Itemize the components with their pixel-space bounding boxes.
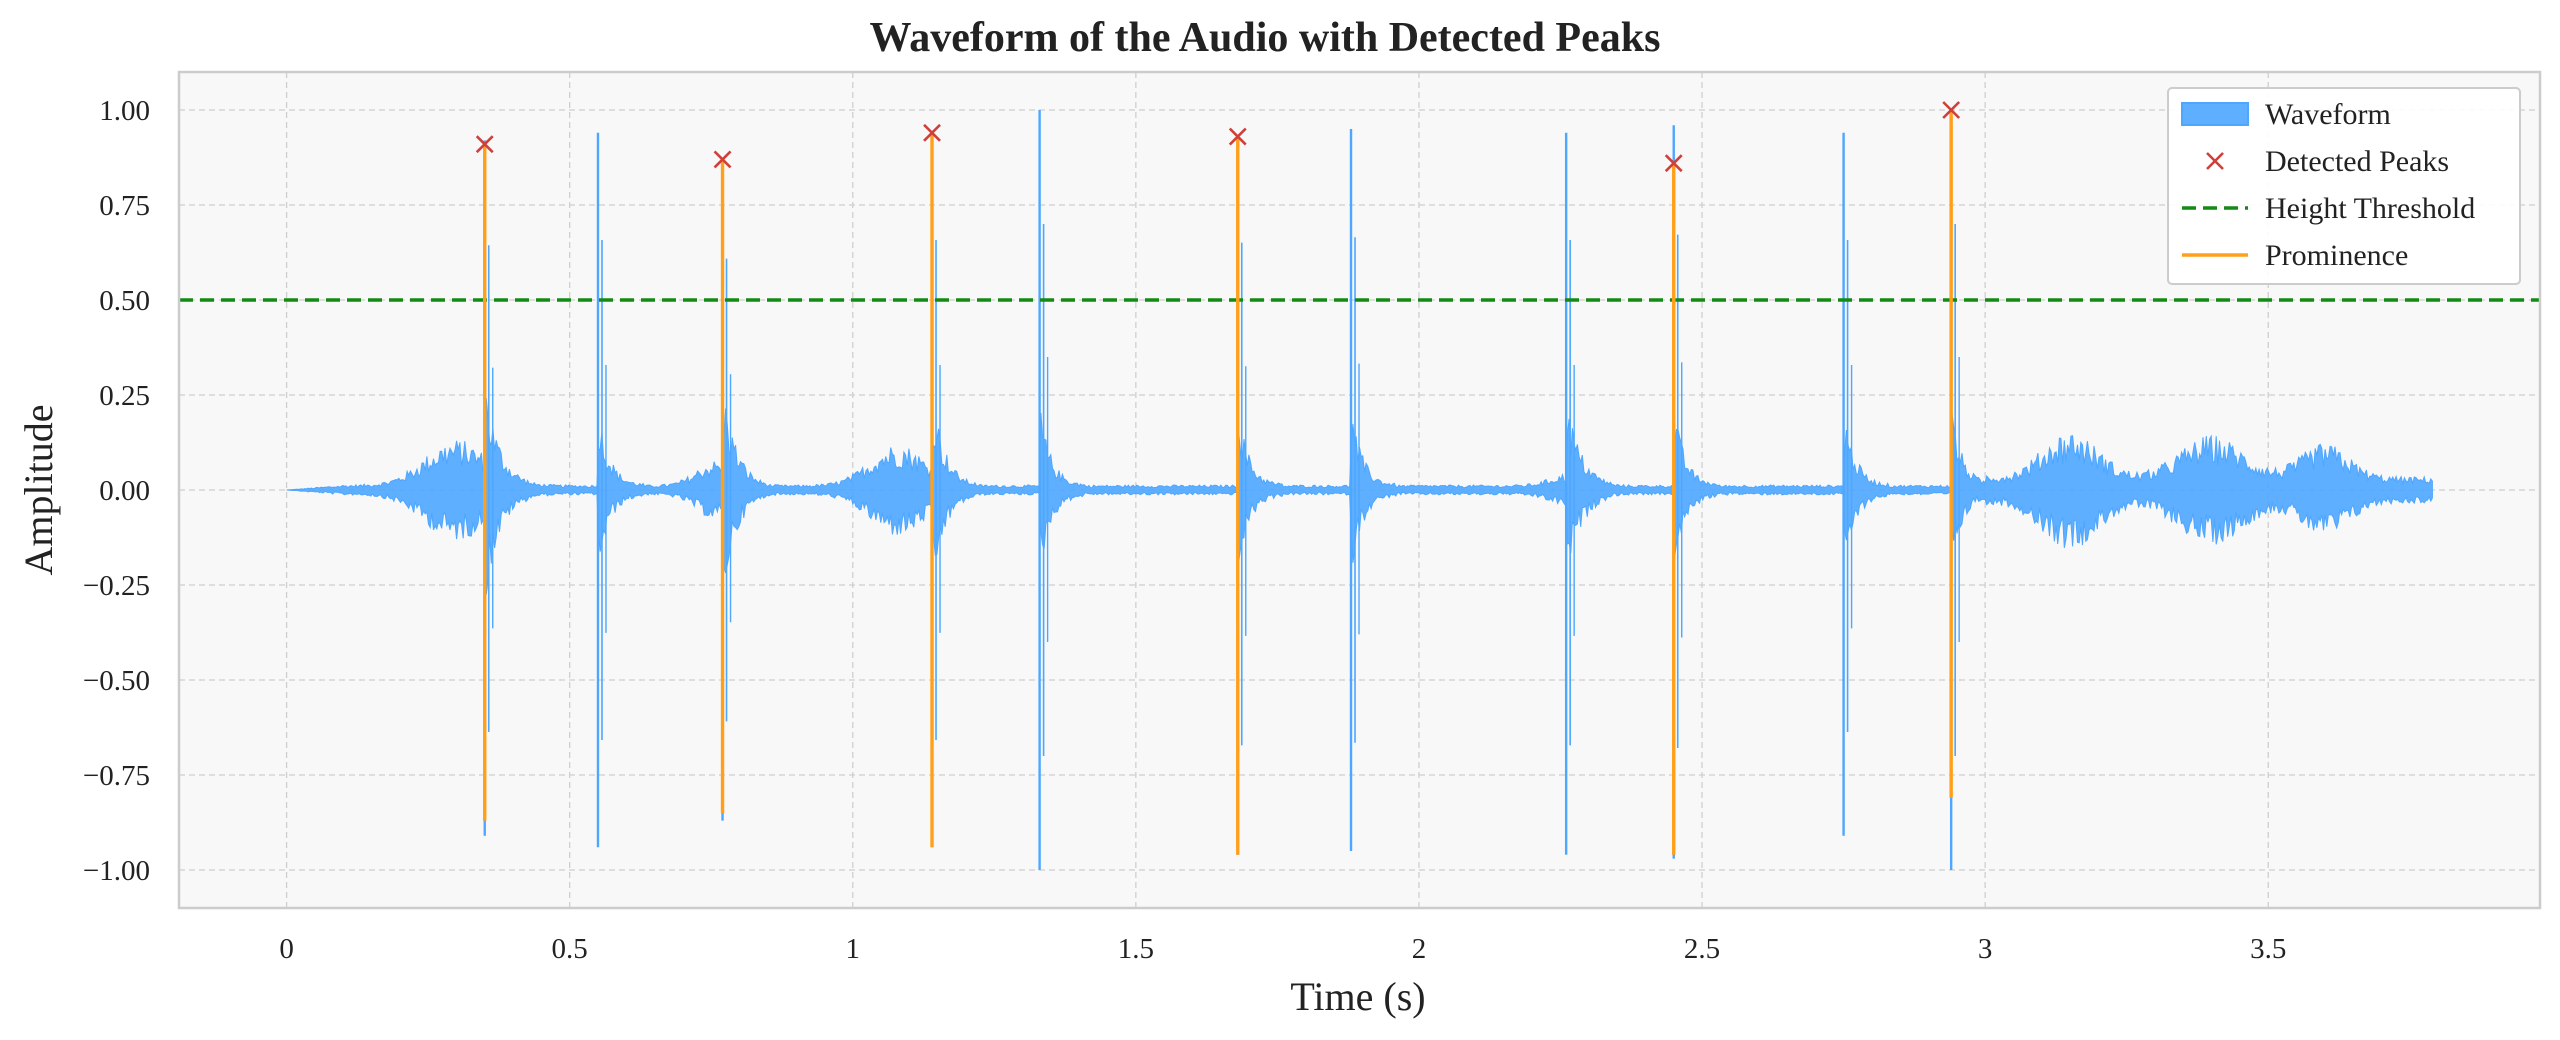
peak-marker-stroke: [923, 123, 941, 142]
y-axis-title: Amplitude: [16, 404, 61, 575]
y-tick-label: −0.50: [83, 665, 150, 697]
peak-marker: [1664, 154, 1683, 173]
peak-marker: [1228, 127, 1247, 146]
plot-frame: [177, 70, 2542, 910]
peak-marker-stroke: [1664, 154, 1683, 173]
x-tick-label: 3: [1978, 933, 1993, 965]
y-tick-label: 0.50: [99, 285, 150, 317]
chart-title: Waveform of the Audio with Detected Peak…: [870, 15, 1661, 61]
peak-marker-stroke: [713, 150, 732, 169]
legend-swatch-peaks: [2206, 152, 2224, 170]
peak-marker-stroke: [1228, 127, 1247, 146]
y-tick-label: −0.25: [83, 570, 150, 602]
x-tick-label: 3.5: [2250, 933, 2286, 965]
detected-peaks-series: [475, 101, 1961, 173]
legend: Waveform Detected Peaks Height Threshold Pr…: [2167, 87, 2521, 285]
legend-box: [2167, 87, 2521, 285]
y-tick-label: 0.00: [99, 475, 150, 507]
peak-marker-stroke: [1942, 101, 1961, 119]
peak-marker: [923, 123, 941, 142]
y-tick-label: 0.25: [99, 380, 150, 412]
y-tick-label: −1.00: [83, 855, 150, 887]
x-tick-label: 0: [279, 933, 294, 965]
peak-marker: [713, 150, 732, 169]
legend-label-threshold: Height Threshold: [2265, 192, 2475, 225]
x-tick-label: 2: [1412, 933, 1427, 965]
peak-marker-stroke: [475, 135, 494, 154]
x-tick-label: 0.5: [552, 933, 588, 965]
y-tick-label: −0.75: [83, 760, 150, 792]
legend-label-waveform: Waveform: [2265, 98, 2391, 131]
prominence-series: [483, 110, 1953, 855]
x-tick-label: 2.5: [1684, 933, 1720, 965]
legend-label-prominence: Prominence: [2265, 239, 2408, 272]
legend-swatch-waveform: [2181, 102, 2249, 126]
x-axis-title: Time (s): [1290, 974, 1425, 1019]
y-tick-label: 0.75: [99, 190, 150, 222]
y-tick-label: 1.00: [99, 95, 150, 127]
legend-marker-stroke: [2206, 152, 2224, 170]
x-tick-label: 1: [846, 933, 861, 965]
x-tick-label: 1.5: [1118, 933, 1154, 965]
legend-label-peaks: Detected Peaks: [2265, 145, 2449, 178]
peak-marker: [1942, 101, 1961, 119]
peak-marker: [475, 135, 494, 154]
